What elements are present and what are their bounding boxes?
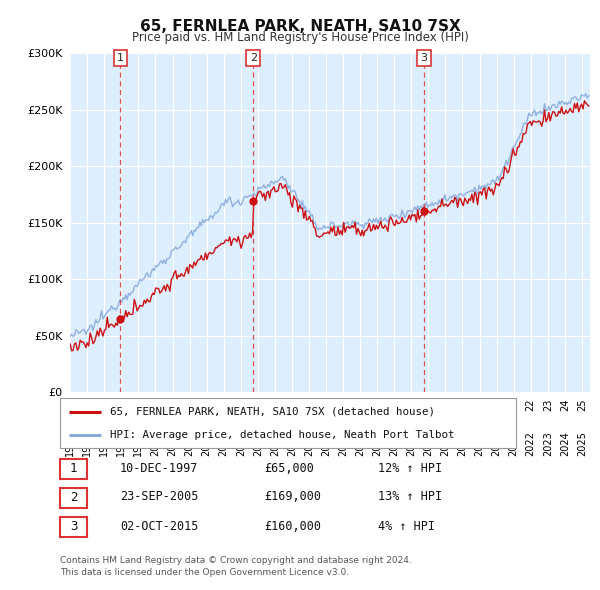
Text: 13% ↑ HPI: 13% ↑ HPI <box>378 490 442 503</box>
Text: 2018: 2018 <box>457 431 467 456</box>
Text: 2008: 2008 <box>287 431 297 456</box>
Text: 2020: 2020 <box>491 431 502 456</box>
Text: 2000: 2000 <box>151 431 160 456</box>
Text: 3: 3 <box>421 53 428 63</box>
Text: 2013: 2013 <box>372 431 382 456</box>
Text: 12% ↑ HPI: 12% ↑ HPI <box>378 461 442 474</box>
Text: 2003: 2003 <box>202 431 212 456</box>
Text: 2012: 2012 <box>355 431 365 456</box>
Text: 2011: 2011 <box>338 431 348 456</box>
Text: 1997: 1997 <box>100 431 109 456</box>
Text: 10-DEC-1997: 10-DEC-1997 <box>120 461 199 474</box>
Text: 2016: 2016 <box>424 431 433 456</box>
Text: £169,000: £169,000 <box>264 490 321 503</box>
Text: 1998: 1998 <box>116 431 127 455</box>
Text: 2: 2 <box>70 491 77 504</box>
Text: 1: 1 <box>117 53 124 63</box>
Text: 02-OCT-2015: 02-OCT-2015 <box>120 520 199 533</box>
Text: 2009: 2009 <box>304 431 314 456</box>
Text: 2017: 2017 <box>440 431 451 456</box>
Text: 4% ↑ HPI: 4% ↑ HPI <box>378 520 435 533</box>
Text: Contains HM Land Registry data © Crown copyright and database right 2024.
This d: Contains HM Land Registry data © Crown c… <box>60 556 412 577</box>
Text: 2: 2 <box>250 53 257 63</box>
Text: 2014: 2014 <box>389 431 399 456</box>
Text: 23-SEP-2005: 23-SEP-2005 <box>120 490 199 503</box>
Text: £65,000: £65,000 <box>264 461 314 474</box>
Text: 2005: 2005 <box>236 431 246 456</box>
Text: 2006: 2006 <box>253 431 263 456</box>
Text: 2022: 2022 <box>526 431 536 456</box>
Text: 65, FERNLEA PARK, NEATH, SA10 7SX: 65, FERNLEA PARK, NEATH, SA10 7SX <box>140 19 460 34</box>
Text: 2015: 2015 <box>406 431 416 456</box>
Text: 2001: 2001 <box>167 431 178 456</box>
Text: 2021: 2021 <box>509 431 518 456</box>
Text: 2007: 2007 <box>270 431 280 456</box>
Text: 3: 3 <box>70 520 77 533</box>
Text: 2019: 2019 <box>475 431 485 456</box>
Text: £160,000: £160,000 <box>264 520 321 533</box>
Text: 1995: 1995 <box>65 431 75 456</box>
Text: 2025: 2025 <box>577 431 587 456</box>
Text: 2023: 2023 <box>543 431 553 456</box>
Text: 2024: 2024 <box>560 431 570 456</box>
Text: HPI: Average price, detached house, Neath Port Talbot: HPI: Average price, detached house, Neat… <box>110 430 455 440</box>
Text: 2010: 2010 <box>321 431 331 456</box>
Text: 2002: 2002 <box>185 431 194 456</box>
Text: 1996: 1996 <box>82 431 92 455</box>
Text: 1: 1 <box>70 462 77 475</box>
Text: 65, FERNLEA PARK, NEATH, SA10 7SX (detached house): 65, FERNLEA PARK, NEATH, SA10 7SX (detac… <box>110 407 435 417</box>
Text: Price paid vs. HM Land Registry's House Price Index (HPI): Price paid vs. HM Land Registry's House … <box>131 31 469 44</box>
Text: 2004: 2004 <box>219 431 229 456</box>
Text: 1999: 1999 <box>133 431 143 455</box>
